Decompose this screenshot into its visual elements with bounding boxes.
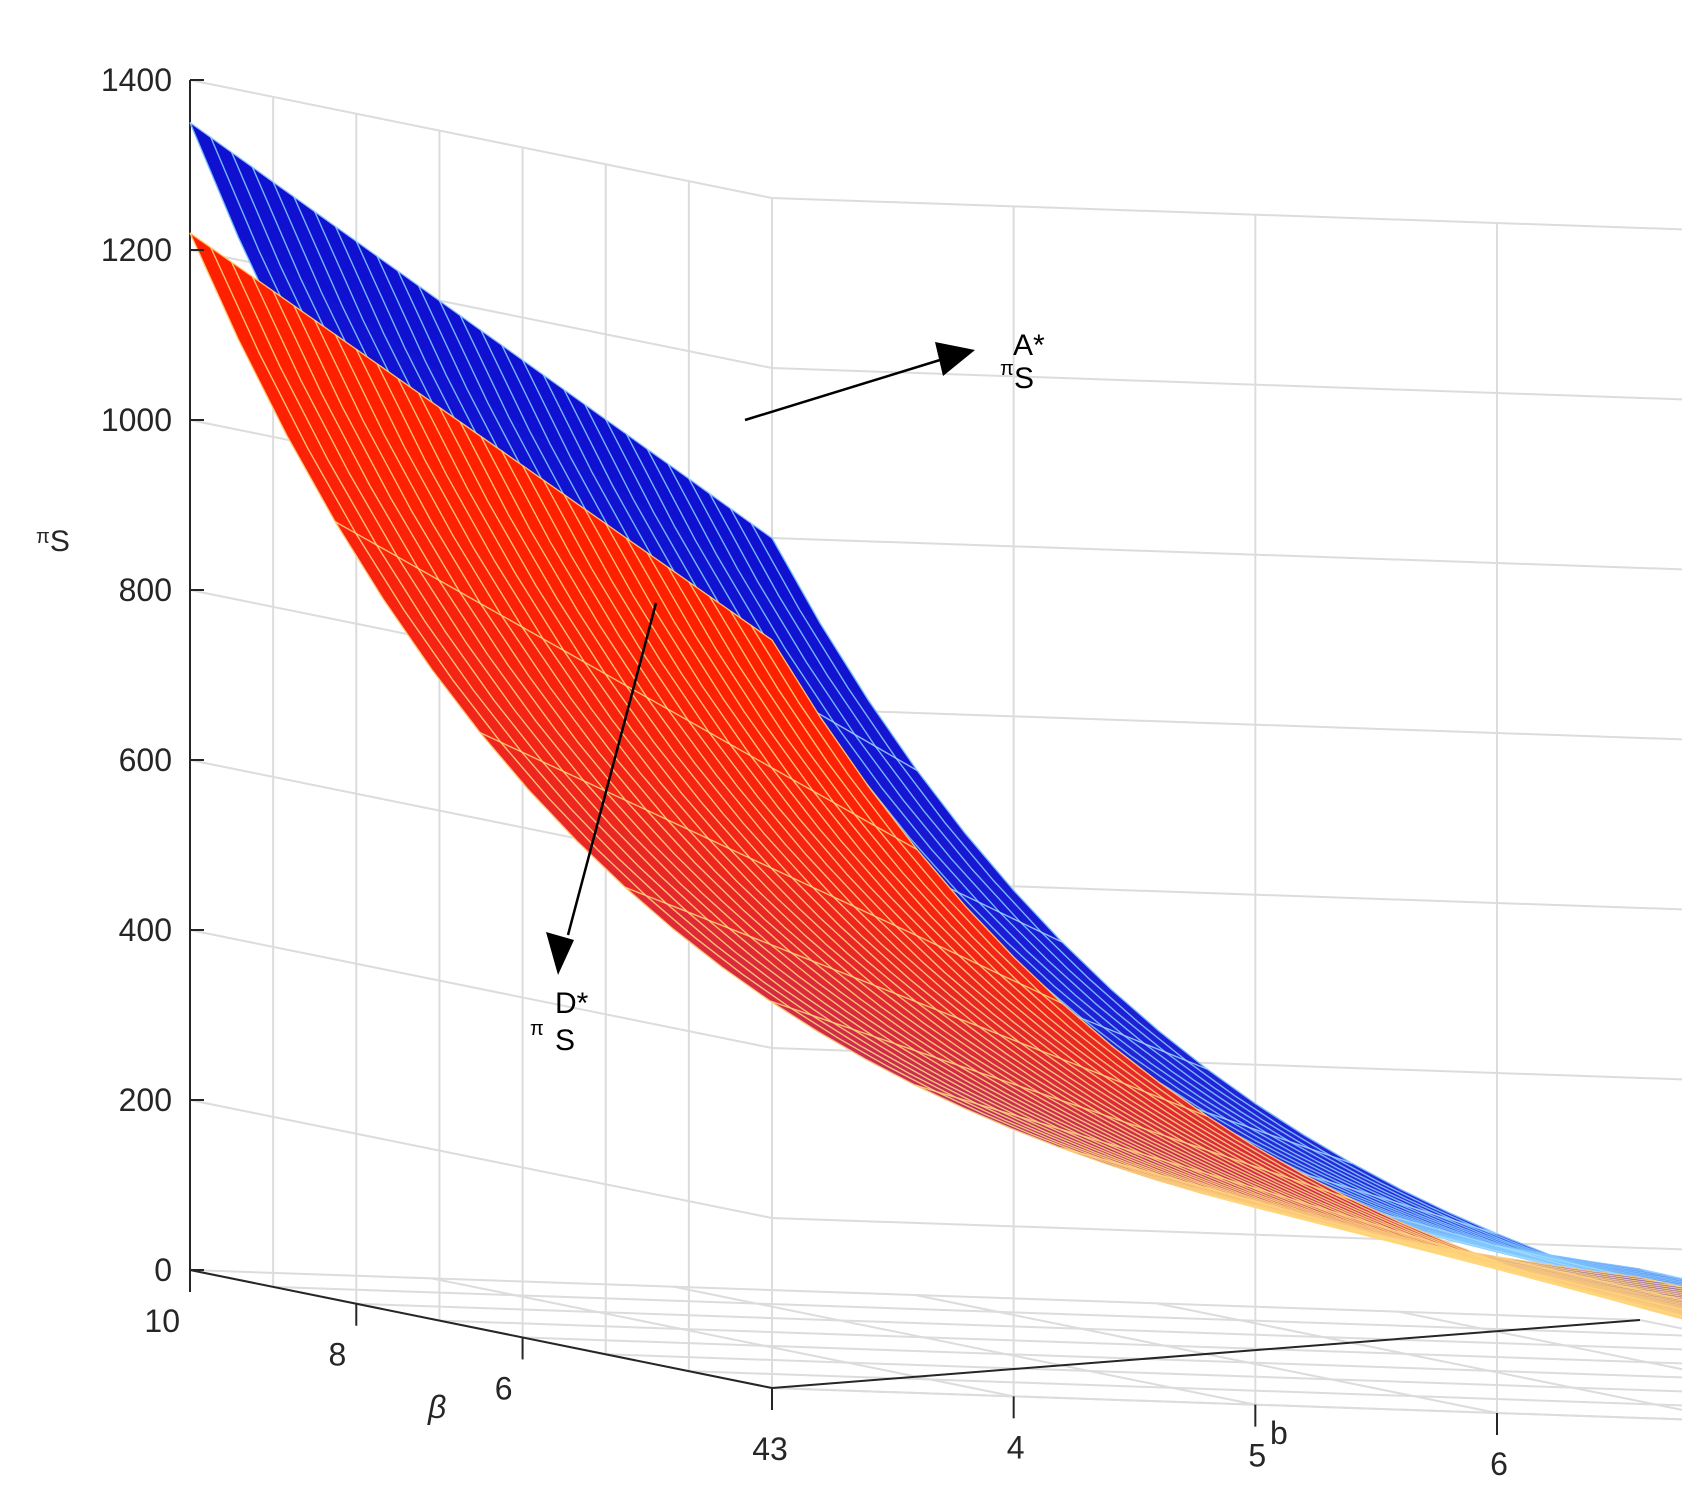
b-axis-ticks: 456789 xyxy=(1007,1396,1508,1482)
grid-line-z-left xyxy=(189,1099,773,1219)
surface-a-star xyxy=(189,121,1682,1301)
b-tick-label: 5 xyxy=(1248,1438,1266,1474)
axes xyxy=(189,80,1641,1389)
z-tick-label: 400 xyxy=(119,912,172,948)
surface-d-star xyxy=(189,232,1682,1320)
grid-line-b-floor xyxy=(1156,1302,1682,1411)
annotation-d-star-sup: D* xyxy=(555,987,589,1020)
grid-line-z-right xyxy=(771,367,1682,401)
annotation-a-star: π A* S xyxy=(744,329,1045,422)
grid-line-z-right xyxy=(771,197,1682,231)
surface-mesh-line xyxy=(479,731,1063,1004)
arrow-a-star xyxy=(744,358,941,422)
surface-mesh-line xyxy=(1494,1255,1682,1301)
z-tick-label: 1000 xyxy=(101,402,172,438)
grid-line-z-right xyxy=(771,1387,1682,1421)
grid-line-b-floor xyxy=(673,1285,1256,1406)
annotation-a-star-main: π xyxy=(1000,358,1014,380)
z-axis-ticks: 0 200 400 600 800 1000 1200 1400 xyxy=(101,62,204,1288)
surface-mesh-line xyxy=(769,1000,1353,1201)
arrow-d-star xyxy=(566,602,658,936)
grid-line-z-left xyxy=(189,79,773,199)
grid-line-z-right xyxy=(771,537,1682,571)
z-tick-label: 1200 xyxy=(101,232,172,268)
grid-line-b-floor xyxy=(1639,1319,1682,1330)
surface-mesh-line xyxy=(189,121,773,539)
beta-axis-label: β xyxy=(427,1389,446,1425)
b-tick-label: 6 xyxy=(1490,1446,1508,1482)
z-tick-label: 0 xyxy=(154,1252,172,1288)
corner-tick-label: 43 xyxy=(752,1431,788,1467)
beta-tick-label: 8 xyxy=(328,1337,346,1373)
beta-tick-label: 6 xyxy=(495,1370,513,1406)
b-tick-label: 4 xyxy=(1007,1429,1025,1465)
z-tick-label: 200 xyxy=(119,1082,172,1118)
annotation-d-star-sub: S xyxy=(555,1024,575,1057)
surface-mesh-line xyxy=(189,232,773,641)
annotation-d-star-main: π xyxy=(530,1018,544,1040)
surface-mesh-line xyxy=(1494,1244,1682,1290)
annotation-a-star-sub: S xyxy=(1014,362,1034,395)
surface-mesh-line xyxy=(334,520,918,851)
arrowhead-a-star xyxy=(935,342,975,376)
surface-mesh-line xyxy=(914,1084,1498,1263)
z-axis-label: πS xyxy=(36,525,70,558)
annotation-a-star-sup: A* xyxy=(1013,329,1045,362)
surface-mesh-line xyxy=(1204,1193,1682,1317)
z-tick-label: 1400 xyxy=(101,62,172,98)
annotation-d-star: π D* S xyxy=(530,602,658,1057)
grid-line-beta-floor xyxy=(771,1387,1682,1421)
b-axis-label: b xyxy=(1270,1415,1288,1451)
surface-mesh-line xyxy=(1349,1228,1682,1311)
grid-line-z-right xyxy=(771,707,1682,741)
beta-tick-label: 10 xyxy=(144,1303,180,1339)
surface-mesh-line xyxy=(624,886,1208,1117)
b-axis-line xyxy=(771,1319,1641,1389)
z-tick-label: 600 xyxy=(119,742,172,778)
grid-line-beta-floor xyxy=(605,1353,1682,1393)
arrowhead-d-star xyxy=(546,932,574,975)
beta-axis-line xyxy=(189,1269,773,1389)
z-tick-label: 800 xyxy=(119,572,172,608)
beta-axis-ticks: 10 8 6 43 xyxy=(144,1270,788,1467)
grid-line-z-left xyxy=(189,929,773,1049)
